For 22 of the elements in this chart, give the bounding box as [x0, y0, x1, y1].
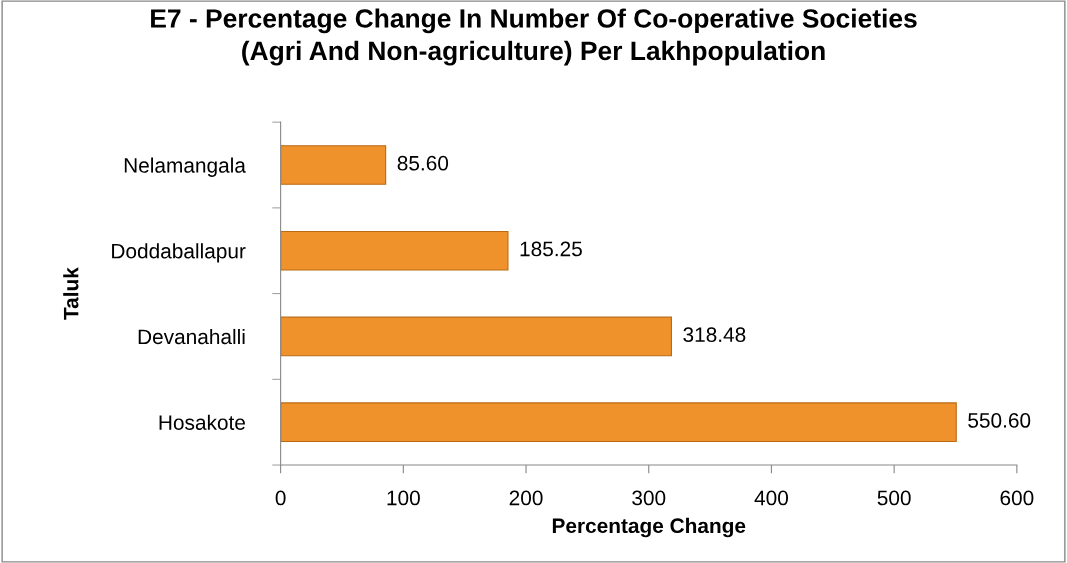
- x-tick-label: 600: [1000, 490, 1034, 506]
- y-axis-title: Taluk: [63, 267, 79, 320]
- bar: [280, 145, 387, 185]
- data-label: 185.25: [520, 241, 582, 257]
- y-tick-label: Hosakote: [159, 414, 245, 430]
- y-tick-label: Devanahalli: [138, 328, 245, 345]
- x-tick-label: 300: [632, 490, 666, 506]
- x-tick-label: 200: [509, 490, 543, 506]
- bar: [280, 402, 957, 443]
- y-tick-label: Nelamangala: [124, 157, 246, 177]
- x-tick-label: 400: [754, 490, 789, 506]
- x-tick-label: 500: [877, 490, 911, 506]
- data-label: 318.48: [683, 327, 746, 343]
- x-tick-label: 100: [387, 490, 420, 506]
- bar: [280, 316, 672, 357]
- bar: [280, 230, 509, 271]
- x-tick-label: 0: [275, 490, 286, 506]
- x-axis-title: Percentage Change: [552, 517, 746, 538]
- data-label: 550.60: [968, 413, 1031, 428]
- chart-title: E7 - Percentage Change In Number Of Co-operative Societies (Agri And Non-agriculture) Per Lakhpopulation: [151, 8, 917, 66]
- data-label: 85.60: [397, 155, 449, 171]
- y-tick-label: Doddaballapur: [112, 243, 246, 263]
